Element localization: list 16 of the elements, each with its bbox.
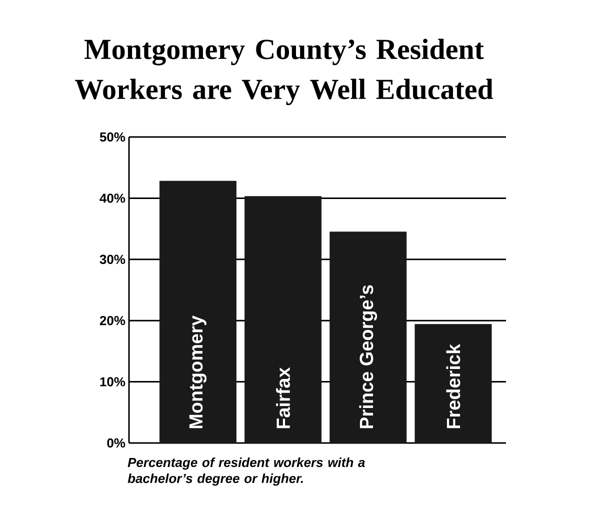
text: Percentage of resident workers with a bachelor’s degree or higher. <box>128 458 365 486</box>
bar <box>414 324 492 444</box>
x-tick-label: Prince George’s <box>359 285 378 428</box>
x-tick-label: Frederick <box>446 344 460 428</box>
y-tick-label: 40% <box>100 194 126 203</box>
y-tick-label: 10% <box>100 377 126 386</box>
y-tick-label: 50% <box>100 132 126 142</box>
x-tick-label: Montgomery <box>189 316 206 428</box>
bar <box>159 180 236 444</box>
x-tick-label: Fairfax <box>276 367 290 428</box>
y-tick-label: 20% <box>100 316 126 326</box>
chart-title: Montgomery County’s Resident Workers are Very Well Educated <box>74 38 494 106</box>
y-tick-label: 30% <box>100 254 126 264</box>
bar <box>330 232 407 444</box>
y-tick-label: 0% <box>107 438 126 448</box>
bar <box>244 196 322 444</box>
